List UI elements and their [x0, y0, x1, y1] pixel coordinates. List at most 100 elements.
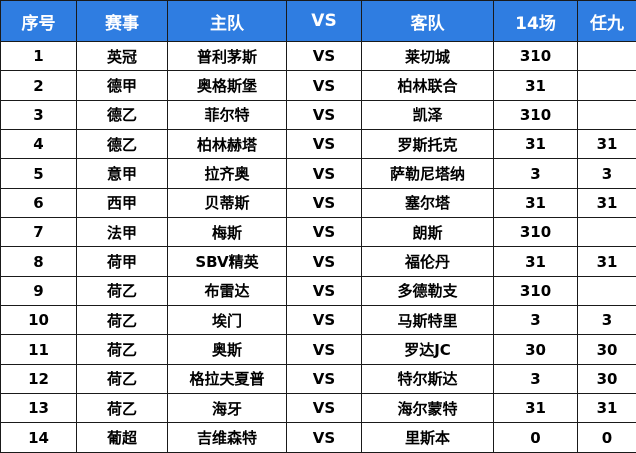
table-body: 1 英冠 普利茅斯 VS 莱切城 310 2 德甲 奥格斯堡 VS 柏林联合 31 3 德乙 菲尔特 VS 凯泽…: [0, 40, 636, 453]
table-row: 10 荷乙 埃门 VS 马斯特里 3 3: [0, 305, 636, 336]
table-row: 5 意甲 拉齐奥 VS 萨勒尼塔纳 3 3: [0, 158, 636, 189]
cell-r9-pick: [577, 70, 636, 101]
cell-away-team: 柏林联合: [361, 70, 494, 101]
cell-home-team: 埃门: [167, 305, 287, 336]
cell-vs: VS: [286, 246, 362, 277]
cell-home-team: 布雷达: [167, 275, 287, 307]
cell-home-team: 拉齐奥: [167, 158, 287, 189]
cell-index: 2: [0, 70, 77, 101]
cell-league: 荷乙: [76, 363, 168, 395]
cell-home-team: 柏林赫塔: [167, 129, 287, 160]
cell-league: 荷乙: [76, 305, 168, 336]
cell-index: 8: [0, 246, 77, 277]
cell-index: 11: [0, 334, 77, 365]
cell-14-match-pick: 31: [493, 246, 578, 277]
cell-r9-pick: 0: [577, 422, 636, 453]
cell-14-match-pick: 310: [493, 275, 578, 307]
cell-vs: VS: [286, 363, 362, 395]
cell-away-team: 罗达JC: [361, 334, 494, 365]
cell-home-team: 普利茅斯: [167, 40, 287, 72]
cell-index: 3: [0, 99, 77, 131]
cell-league: 德甲: [76, 70, 168, 101]
cell-14-match-pick: 310: [493, 99, 578, 131]
cell-home-team: SBV精英: [167, 246, 287, 277]
cell-home-team: 格拉夫夏普: [167, 363, 287, 395]
cell-home-team: 奥格斯堡: [167, 70, 287, 101]
table-row: 14 葡超 吉维森特 VS 里斯本 0 0: [0, 422, 636, 453]
cell-14-match-pick: 31: [493, 129, 578, 160]
cell-home-team: 菲尔特: [167, 99, 287, 131]
header-r9-pick: 任九: [577, 0, 636, 42]
cell-r9-pick: 30: [577, 334, 636, 365]
header-index: 序号: [0, 0, 77, 42]
cell-away-team: 塞尔塔: [361, 187, 494, 219]
cell-away-team: 特尔斯达: [361, 363, 494, 395]
cell-index: 14: [0, 422, 77, 453]
cell-vs: VS: [286, 217, 362, 248]
cell-14-match-pick: 310: [493, 40, 578, 72]
cell-14-match-pick: 3: [493, 363, 578, 395]
cell-home-team: 奥斯: [167, 334, 287, 365]
cell-home-team: 梅斯: [167, 217, 287, 248]
cell-r9-pick: 3: [577, 305, 636, 336]
cell-index: 4: [0, 129, 77, 160]
header-home-team: 主队: [167, 0, 287, 42]
cell-vs: VS: [286, 422, 362, 453]
cell-r9-pick: 31: [577, 129, 636, 160]
cell-vs: VS: [286, 275, 362, 307]
cell-14-match-pick: 31: [493, 187, 578, 219]
cell-away-team: 罗斯托克: [361, 129, 494, 160]
cell-home-team: 吉维森特: [167, 422, 287, 453]
cell-league: 葡超: [76, 422, 168, 453]
cell-14-match-pick: 31: [493, 393, 578, 424]
cell-league: 德乙: [76, 99, 168, 131]
cell-14-match-pick: 31: [493, 70, 578, 101]
cell-index: 9: [0, 275, 77, 307]
cell-league: 意甲: [76, 158, 168, 189]
table-header: 序号 赛事 主队 VS 客队 14场 任九: [0, 0, 636, 42]
cell-league: 荷乙: [76, 334, 168, 365]
cell-r9-pick: [577, 275, 636, 307]
cell-14-match-pick: 310: [493, 217, 578, 248]
cell-index: 6: [0, 187, 77, 219]
cell-away-team: 海尔蒙特: [361, 393, 494, 424]
cell-league: 荷乙: [76, 393, 168, 424]
cell-index: 12: [0, 363, 77, 395]
table-row: 6 西甲 贝蒂斯 VS 塞尔塔 31 31: [0, 187, 636, 219]
table-row: 11 荷乙 奥斯 VS 罗达JC 30 30: [0, 334, 636, 365]
cell-away-team: 福伦丹: [361, 246, 494, 277]
cell-vs: VS: [286, 40, 362, 72]
cell-away-team: 凯泽: [361, 99, 494, 131]
cell-vs: VS: [286, 99, 362, 131]
cell-index: 10: [0, 305, 77, 336]
cell-league: 法甲: [76, 217, 168, 248]
header-14-match-pick: 14场: [493, 0, 578, 42]
table-row: 7 法甲 梅斯 VS 朗斯 310: [0, 217, 636, 248]
cell-league: 荷乙: [76, 275, 168, 307]
header-away-team: 客队: [361, 0, 494, 42]
cell-index: 13: [0, 393, 77, 424]
cell-r9-pick: 3: [577, 158, 636, 189]
cell-vs: VS: [286, 334, 362, 365]
table-row: 3 德乙 菲尔特 VS 凯泽 310: [0, 99, 636, 131]
cell-r9-pick: 30: [577, 363, 636, 395]
cell-league: 德乙: [76, 129, 168, 160]
table-row: 12 荷乙 格拉夫夏普 VS 特尔斯达 3 30: [0, 363, 636, 395]
cell-14-match-pick: 3: [493, 158, 578, 189]
cell-vs: VS: [286, 187, 362, 219]
cell-league: 荷甲: [76, 246, 168, 277]
cell-14-match-pick: 3: [493, 305, 578, 336]
cell-vs: VS: [286, 305, 362, 336]
cell-vs: VS: [286, 70, 362, 101]
cell-vs: VS: [286, 393, 362, 424]
table-row: 8 荷甲 SBV精英 VS 福伦丹 31 31: [0, 246, 636, 277]
cell-index: 7: [0, 217, 77, 248]
cell-vs: VS: [286, 158, 362, 189]
cell-14-match-pick: 30: [493, 334, 578, 365]
cell-away-team: 朗斯: [361, 217, 494, 248]
cell-r9-pick: 31: [577, 187, 636, 219]
cell-away-team: 多德勒支: [361, 275, 494, 307]
cell-r9-pick: [577, 40, 636, 72]
table-row: 1 英冠 普利茅斯 VS 莱切城 310: [0, 40, 636, 72]
